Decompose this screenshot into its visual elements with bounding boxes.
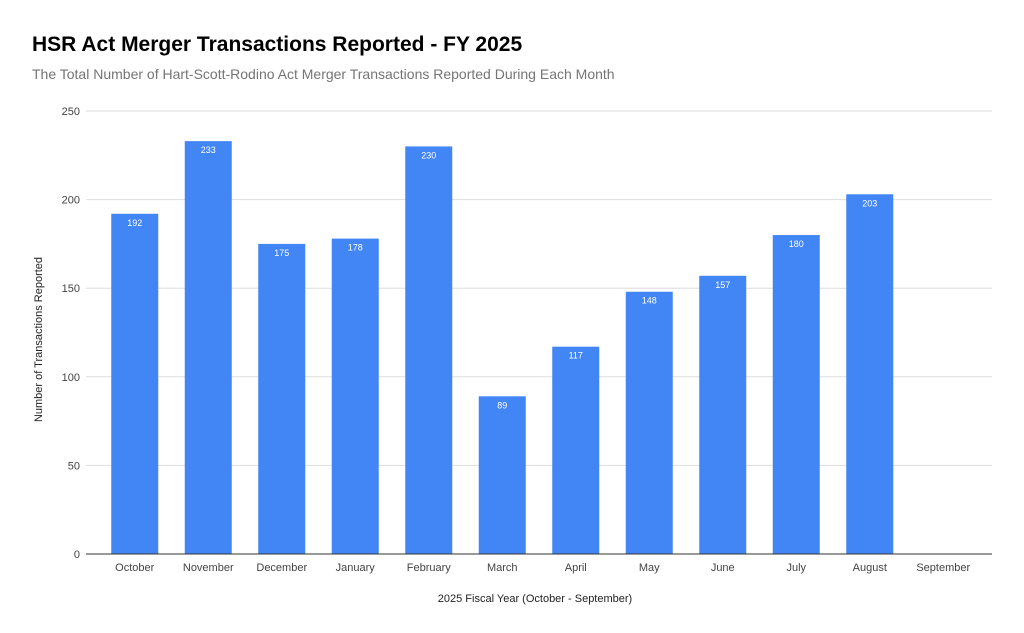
- y-tick-label: 200: [62, 195, 80, 207]
- x-tick-label: August: [853, 562, 887, 574]
- gridlines: [86, 110, 992, 466]
- chart-subtitle: The Total Number of Hart-Scott-Rodino Ac…: [32, 66, 615, 82]
- bar-value-label: 178: [348, 243, 363, 253]
- bar: [625, 291, 673, 554]
- bar-value-label: 233: [201, 145, 216, 155]
- y-axis-title: Number of Transactions Reported: [33, 257, 45, 422]
- x-tick-label: November: [183, 562, 234, 574]
- bar-value-label: 175: [274, 248, 289, 258]
- x-axis-title: 2025 Fiscal Year (October - September): [438, 593, 632, 605]
- x-tick-label: October: [115, 562, 154, 574]
- bar: [772, 235, 820, 555]
- x-tick-label: December: [256, 562, 307, 574]
- x-tick-label: July: [786, 562, 806, 574]
- x-tick-label: April: [565, 562, 587, 574]
- bar: [184, 141, 232, 554]
- y-tick-label: 150: [62, 283, 80, 295]
- x-tick-label: September: [916, 562, 970, 574]
- bar-value-label: 180: [789, 239, 804, 249]
- bar-value-label: 148: [642, 296, 657, 306]
- bar: [258, 243, 306, 554]
- x-tick-label: February: [407, 562, 452, 574]
- bar: [552, 346, 600, 554]
- bar-value-label: 157: [715, 280, 730, 290]
- bar-labels: 192 233 175 178 230 89 117 148 157 180 203: [127, 145, 877, 410]
- x-tick-label: May: [639, 562, 660, 574]
- bar: [699, 275, 747, 554]
- bar: [405, 146, 453, 554]
- y-axis-ticks: 0 50 100 150 200 250: [62, 106, 80, 561]
- x-axis-ticks: October November December January February Ma…: [115, 562, 970, 574]
- y-tick-label: 0: [74, 549, 80, 561]
- bar-value-label: 203: [862, 198, 877, 208]
- bar: [478, 396, 526, 554]
- x-tick-label: January: [336, 562, 376, 574]
- bar-value-label: 192: [127, 218, 142, 228]
- bar-value-label: 117: [569, 351, 583, 361]
- y-tick-label: 250: [62, 106, 80, 118]
- x-tick-label: June: [711, 562, 735, 574]
- chart-title: HSR Act Merger Transactions Reported - F…: [32, 33, 523, 56]
- bar: [846, 194, 894, 554]
- bar: [331, 238, 379, 555]
- y-tick-label: 100: [62, 372, 80, 384]
- y-tick-label: 50: [68, 460, 80, 472]
- bar: [111, 213, 159, 554]
- bar-value-label: 230: [421, 150, 436, 160]
- bars: [111, 141, 894, 555]
- bar-value-label: 89: [497, 400, 507, 410]
- x-tick-label: March: [487, 562, 518, 574]
